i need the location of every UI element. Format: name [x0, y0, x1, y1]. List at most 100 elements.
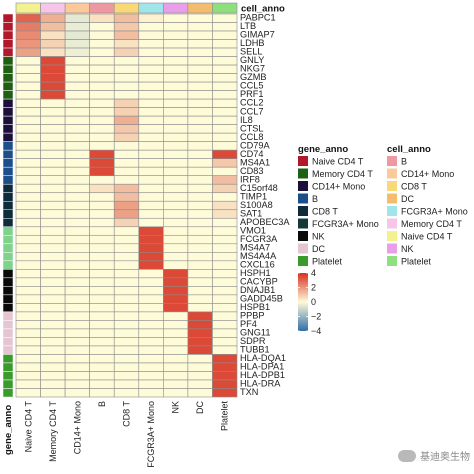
- heatmap-cell: [113, 362, 140, 372]
- cell-anno-legend-title: cell_anno: [387, 144, 431, 155]
- row-annotation-cell: [2, 243, 14, 253]
- heatmap-cell: [64, 217, 90, 228]
- heatmap-cell: [187, 328, 213, 338]
- heatmap-cell: [187, 294, 213, 304]
- heatmap-cell: [163, 303, 189, 313]
- row-annotation-cell: [2, 158, 14, 168]
- cell-anno-legend-label: DC: [401, 194, 414, 204]
- heatmap-cell: [187, 234, 213, 245]
- heatmap-cell: [163, 328, 189, 338]
- heatmap-cell: [187, 149, 213, 159]
- heatmap-cell: [187, 217, 213, 228]
- heatmap-cell: [89, 379, 115, 389]
- heatmap-cell: [138, 90, 164, 100]
- heatmap-cell: [64, 209, 90, 219]
- gene-label: HLA-DRA: [240, 379, 281, 389]
- gene-anno-legend-swatch: [298, 168, 308, 179]
- heatmap-cell: [113, 345, 140, 355]
- row-annotation-cell: [2, 269, 14, 279]
- gene-label: HSPB1: [240, 302, 270, 312]
- heatmap-cell: [187, 141, 213, 151]
- heatmap-cell: [113, 252, 140, 262]
- heatmap-cell: [212, 39, 238, 49]
- heatmap-cell: [187, 252, 213, 262]
- row-annotation-cell: [2, 379, 14, 389]
- heatmap-cell: [138, 81, 164, 91]
- gene-label: APOBEC3A: [240, 217, 290, 227]
- heatmap-cell: [40, 81, 66, 91]
- heatmap-cell: [15, 115, 41, 125]
- gene-label: CD79A: [240, 140, 270, 150]
- heatmap-cell: [163, 388, 189, 398]
- heatmap-cell: [15, 98, 41, 108]
- heatmap-cell: [15, 269, 41, 279]
- heatmap-cell: [64, 98, 90, 108]
- heatmap-cell: [15, 192, 41, 202]
- heatmap-cell: [89, 98, 115, 108]
- heatmap-cell: [40, 64, 66, 74]
- heatmap-cell: [89, 200, 115, 211]
- heatmap-cell: [40, 115, 66, 125]
- heatmap-cell: [163, 81, 189, 91]
- column-annotation-cell: [40, 2, 66, 14]
- heatmap-cell: [212, 337, 238, 347]
- heatmap-cell: [40, 56, 66, 66]
- gene-anno-legend-swatch: [298, 181, 308, 191]
- heatmap-cell: [40, 260, 66, 270]
- cell-anno-legend-label: NK: [401, 244, 414, 254]
- heatmap-cell: [64, 132, 90, 142]
- heatmap-cell: [64, 81, 90, 91]
- heatmap-cell: [40, 90, 66, 100]
- gene-label: CACYBP: [240, 276, 278, 286]
- gene-label: LDHB: [240, 38, 265, 48]
- row-annotation-cell: [2, 90, 14, 100]
- heatmap-cell: [163, 39, 189, 49]
- heatmap-cell: [138, 56, 164, 66]
- heatmap-cell: [89, 115, 115, 125]
- row-annotation-cell: [2, 39, 14, 49]
- heatmap-cell: [138, 64, 164, 74]
- heatmap-cell: [40, 13, 66, 23]
- heatmap-cell: [113, 337, 140, 347]
- column-annotation-title: cell_anno: [241, 4, 285, 15]
- heatmap-cell: [113, 90, 140, 100]
- row-annotation-cell: [2, 294, 14, 304]
- heatmap-cell: [138, 73, 164, 83]
- heatmap-cell: [163, 183, 189, 194]
- heatmap-cell: [64, 166, 90, 177]
- heatmap-cell: [163, 13, 189, 23]
- heatmap-cell: [89, 73, 115, 83]
- heatmap-cell: [113, 115, 140, 125]
- row-annotation-cell: [2, 311, 14, 321]
- heatmap-cell: [212, 328, 238, 338]
- gene-label: GIMAP7: [240, 30, 275, 40]
- row-annotation-cell: [2, 47, 14, 57]
- heatmap-cell: [89, 354, 115, 364]
- heatmap-cell: [64, 303, 90, 313]
- heatmap-cell: [138, 328, 164, 338]
- row-annotation-cell: [2, 124, 14, 134]
- heatmap-cell: [138, 107, 164, 117]
- gene-label: CCL2: [240, 98, 264, 108]
- cell-anno-legend-label: CD14+ Mono: [401, 169, 454, 179]
- gene-label: IRF8: [240, 174, 260, 184]
- heatmap-cell: [138, 39, 164, 49]
- heatmap-cell: [64, 158, 90, 168]
- heatmap-cell: [212, 320, 238, 330]
- heatmap-cell: [64, 149, 90, 159]
- heatmap-cell: [163, 294, 189, 304]
- heatmap-cell: [138, 47, 164, 57]
- heatmap-cell: [212, 362, 238, 372]
- heatmap-cell: [113, 217, 140, 228]
- gene-anno-legend-label: DC: [312, 244, 325, 254]
- row-annotation-cell: [2, 328, 14, 338]
- gene-anno-legend-label: B: [312, 194, 318, 204]
- gene-anno-legend-title: gene_anno: [298, 144, 348, 155]
- heatmap-cell: [212, 183, 238, 194]
- heatmap-cell: [187, 362, 213, 372]
- heatmap-cell: [89, 30, 115, 40]
- heatmap-cell: [89, 107, 115, 117]
- column-label: CD14+ Mono: [72, 401, 82, 454]
- heatmap-cell: [212, 277, 238, 287]
- heatmap-cell: [89, 269, 115, 279]
